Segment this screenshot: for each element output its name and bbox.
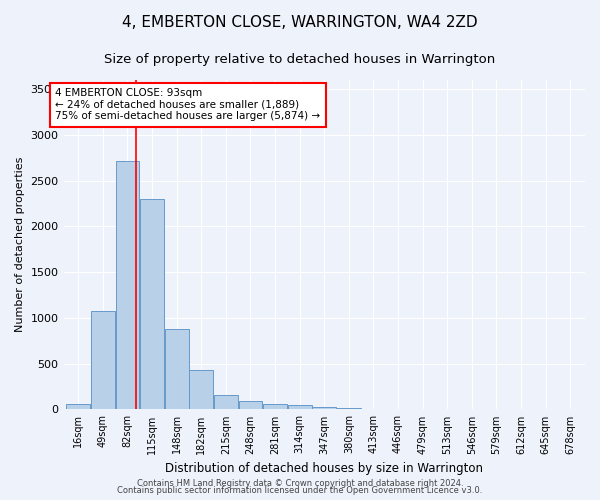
X-axis label: Distribution of detached houses by size in Warrington: Distribution of detached houses by size … bbox=[165, 462, 483, 475]
Bar bbox=[337, 408, 361, 410]
Text: 4, EMBERTON CLOSE, WARRINGTON, WA4 2ZD: 4, EMBERTON CLOSE, WARRINGTON, WA4 2ZD bbox=[122, 15, 478, 30]
Text: Contains HM Land Registry data © Crown copyright and database right 2024.: Contains HM Land Registry data © Crown c… bbox=[137, 478, 463, 488]
Bar bbox=[116, 160, 139, 410]
Y-axis label: Number of detached properties: Number of detached properties bbox=[15, 157, 25, 332]
Bar bbox=[362, 408, 385, 410]
Text: 4 EMBERTON CLOSE: 93sqm
← 24% of detached houses are smaller (1,889)
75% of semi: 4 EMBERTON CLOSE: 93sqm ← 24% of detache… bbox=[55, 88, 320, 122]
Bar bbox=[288, 406, 311, 409]
Bar bbox=[165, 329, 188, 409]
Text: Size of property relative to detached houses in Warrington: Size of property relative to detached ho… bbox=[104, 52, 496, 66]
Bar bbox=[140, 199, 164, 410]
Text: Contains public sector information licensed under the Open Government Licence v3: Contains public sector information licen… bbox=[118, 486, 482, 495]
Bar bbox=[263, 404, 287, 409]
Bar bbox=[190, 370, 213, 410]
Bar bbox=[214, 395, 238, 409]
Bar bbox=[313, 406, 336, 410]
Bar bbox=[239, 401, 262, 409]
Bar bbox=[91, 310, 115, 410]
Bar bbox=[67, 404, 90, 409]
